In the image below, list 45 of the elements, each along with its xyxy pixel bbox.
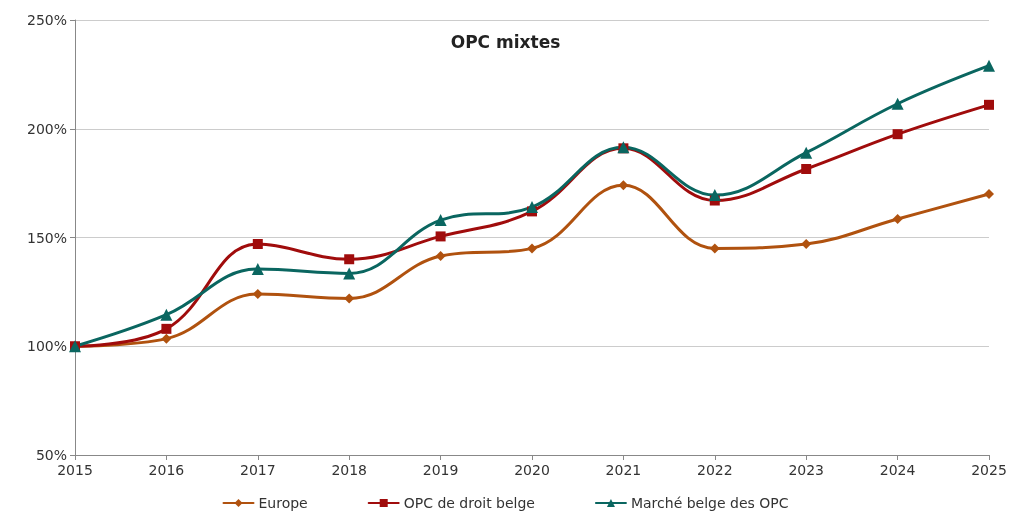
point	[801, 239, 812, 250]
x-tick-label: 2021	[605, 462, 642, 478]
legend-label: Marché belge des OPC	[630, 495, 789, 511]
point	[983, 59, 995, 72]
x-tick-label: 2018	[331, 462, 368, 478]
point	[708, 189, 721, 202]
point	[434, 214, 447, 227]
point	[161, 323, 172, 334]
x-tick-label: 2019	[422, 462, 459, 478]
y-tick-label: 100%	[26, 338, 67, 355]
x-tick-label: 2020	[514, 462, 550, 478]
point	[526, 201, 538, 214]
x-tick-label: 2022	[696, 462, 733, 478]
point	[161, 333, 172, 344]
point	[344, 254, 355, 265]
point	[891, 97, 904, 110]
x-tick-label: 2024	[879, 462, 916, 478]
y-tick-label: 50%	[35, 447, 67, 463]
x-tick-label: 2015	[57, 462, 93, 478]
y-tick-label: 150%	[26, 229, 67, 246]
point	[435, 250, 446, 261]
point	[800, 146, 813, 159]
point	[801, 163, 812, 174]
point	[252, 239, 263, 250]
point	[892, 129, 903, 140]
x-tick-label: 2025	[971, 462, 1007, 478]
point	[251, 263, 264, 276]
point	[344, 293, 355, 304]
x-tick-label: 2023	[788, 462, 825, 478]
point	[343, 267, 356, 280]
point	[984, 189, 994, 199]
point	[618, 180, 629, 191]
point	[984, 99, 994, 110]
text: OPC mixtes	[450, 31, 561, 52]
legend-label: OPC de droit belge	[403, 495, 535, 511]
x-tick-label: 2017	[239, 462, 276, 478]
point	[892, 214, 903, 225]
point	[527, 243, 537, 254]
point	[160, 308, 173, 321]
y-tick-label: 200%	[26, 120, 67, 137]
x-tick-label: 2016	[148, 462, 185, 478]
point	[709, 243, 720, 254]
point	[435, 231, 446, 242]
legend-label: Europe	[258, 495, 308, 511]
y-tick-label: 250%	[26, 12, 67, 28]
